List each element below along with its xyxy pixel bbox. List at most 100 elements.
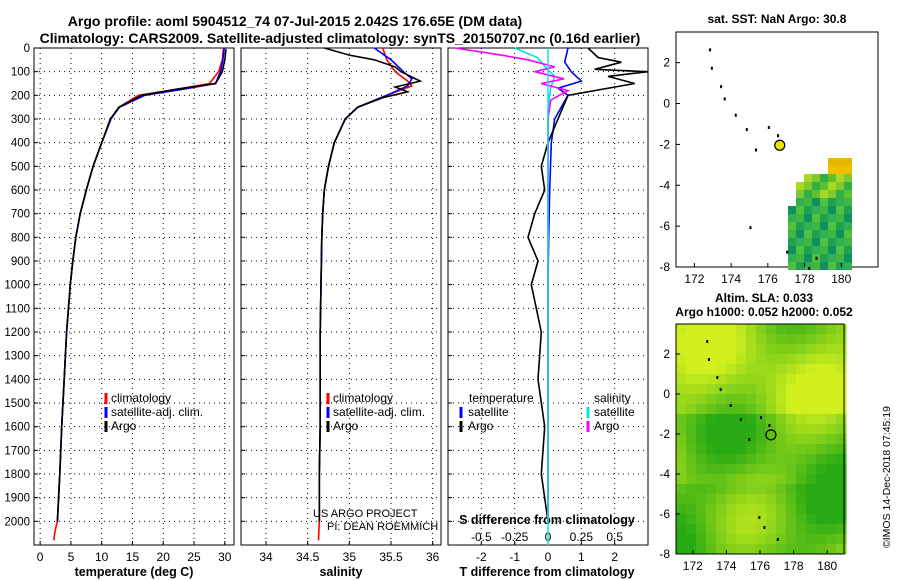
island-outline (707, 358, 710, 361)
sst-data-cell (828, 206, 836, 214)
sla-data-cell (806, 324, 817, 335)
sst-data-cell (812, 238, 820, 246)
map-y-tick-label: -2 (659, 137, 670, 151)
sla-data-cell (756, 504, 767, 515)
difference-x-axis-label: T difference from climatology (459, 565, 634, 579)
sla-data-cell (806, 434, 817, 445)
sst-data-cell (836, 166, 844, 174)
sst-data-cell (828, 238, 836, 246)
sla-data-cell (836, 344, 847, 355)
sla-data-cell (786, 384, 797, 395)
sla-data-cell (816, 394, 827, 405)
sla-data-cell (756, 374, 767, 385)
sst-data-cell (796, 190, 804, 198)
sla-data-cell (796, 414, 807, 425)
sst-data-cell (828, 262, 836, 270)
sla-data-cell (746, 404, 757, 415)
sla-data-cell (756, 534, 767, 545)
sla-data-cell (726, 394, 737, 405)
sla-data-cell (716, 454, 727, 465)
sst-data-cell (828, 246, 836, 254)
sst-data-cell (844, 238, 852, 246)
island-outline (777, 134, 779, 138)
y-tick-label: 1300 (4, 351, 30, 363)
sla-data-cell (696, 324, 707, 335)
sla-data-cell (686, 394, 697, 405)
sla-data-cell (836, 384, 847, 395)
sla-data-cell (726, 414, 737, 425)
sla-data-cell (706, 324, 717, 335)
sla-data-cell (776, 534, 787, 545)
sla-data-cell (686, 334, 697, 345)
sla-map-title: Altim. SLA: 0.033 (715, 291, 813, 305)
sla-data-cell (786, 444, 797, 455)
sla-data-cell (806, 384, 817, 395)
sla-data-cell (746, 354, 757, 365)
sla-map-panel: Altim. SLA: 0.033 Argo h1000: 0.052 h200… (659, 291, 853, 573)
salinity-plot-frame (240, 47, 442, 546)
sst-data-cell (828, 174, 836, 182)
sla-data-cell (776, 324, 787, 335)
sla-data-cell (826, 534, 837, 545)
sla-data-cell (746, 484, 757, 495)
sla-data-cell (796, 464, 807, 475)
sla-data-cell (736, 504, 747, 515)
sla-data-cell (816, 484, 827, 495)
sla-data-cell (776, 464, 787, 475)
sst-data-cell (812, 206, 820, 214)
sla-data-cell (816, 324, 827, 335)
sla-data-cell (746, 534, 757, 545)
sla-data-cell (726, 524, 737, 535)
sla-data-cell (716, 464, 727, 475)
legend-entry: satellite-adj. clim. (111, 405, 203, 419)
sla-data-cell (736, 354, 747, 365)
sla-data-cell (716, 414, 727, 425)
map-y-tick-label: -4 (659, 467, 670, 481)
sla-data-cell (816, 424, 827, 435)
sla-data-cell (716, 424, 727, 435)
sla-data-cell (766, 334, 777, 345)
sla-data-cell (686, 344, 697, 355)
sla-data-cell (776, 494, 787, 505)
sla-data-cell (796, 444, 807, 455)
sla-data-cell (836, 434, 847, 445)
sla-data-cell (686, 364, 697, 375)
sla-data-cell (716, 364, 727, 375)
sla-data-cell (826, 364, 837, 375)
sla-data-cell (676, 454, 687, 465)
sla-data-cell (696, 474, 707, 485)
figure-title-line1: Argo profile: aoml 5904512_74 07-Jul-201… (68, 13, 522, 29)
sst-data-cell (804, 198, 812, 206)
sla-data-cell (816, 504, 827, 515)
sla-data-cell (796, 494, 807, 505)
sla-data-cell (756, 384, 767, 395)
sla-data-cell (806, 394, 817, 405)
sla-data-cell (726, 484, 737, 495)
sla-data-cell (746, 414, 757, 425)
sla-data-cell (836, 464, 847, 475)
sla-data-cell (836, 544, 847, 555)
sla-data-cell (786, 524, 797, 535)
sla-data-cell (706, 494, 717, 505)
sla-data-cell (736, 454, 747, 465)
sla-data-cell (696, 494, 707, 505)
sla-data-cell (816, 494, 827, 505)
x-tick-label: 35 (343, 550, 357, 564)
sla-data-cell (806, 414, 817, 425)
sla-data-cell (766, 544, 777, 555)
sla-data-cell (796, 404, 807, 415)
sla-data-cell (736, 434, 747, 445)
sla-data-cell (816, 474, 827, 485)
sla-data-cell (746, 524, 757, 535)
sla-data-cell (746, 334, 757, 345)
sla-data-cell (686, 414, 697, 425)
sla-data-cell (816, 334, 827, 345)
sla-data-cell (826, 394, 837, 405)
sla-data-cell (676, 514, 687, 525)
sla-data-cell (796, 364, 807, 375)
legend-entry: climatology (333, 391, 393, 405)
sla-data-cell (786, 354, 797, 365)
sst-data-cell (820, 198, 828, 206)
argo-float-position-marker (765, 429, 777, 441)
sst-data-cell (812, 222, 820, 230)
